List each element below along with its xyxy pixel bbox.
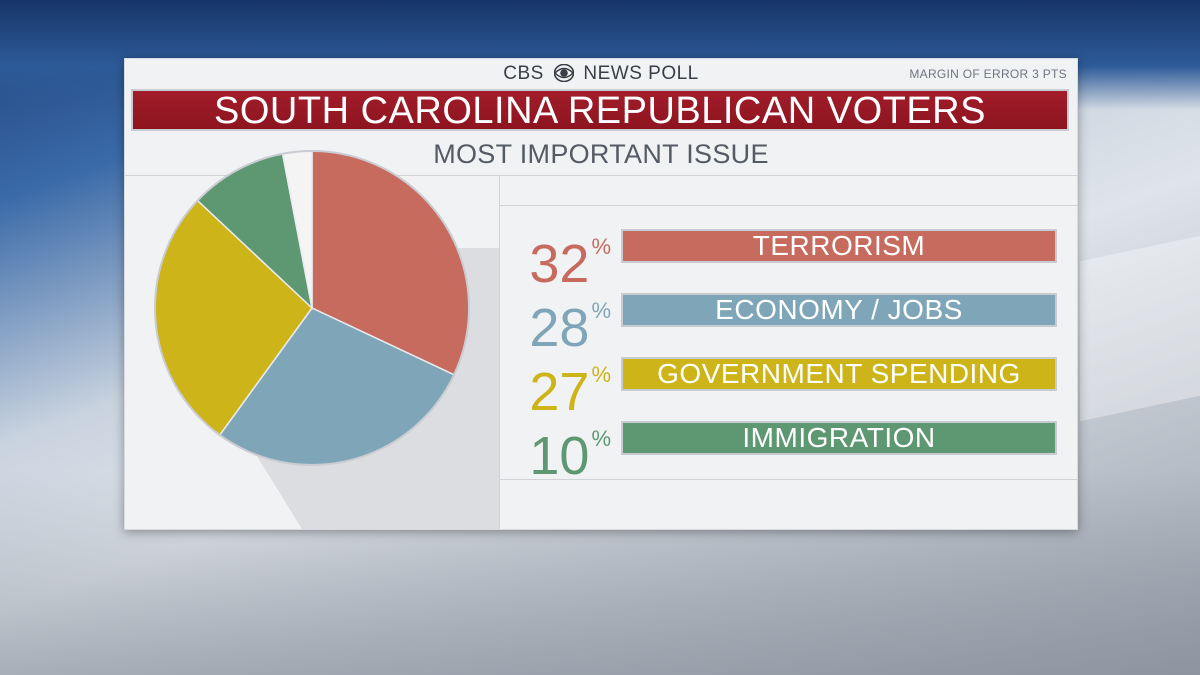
chart-subtitle: MOST IMPORTANT ISSUE (433, 139, 769, 169)
divider-line (499, 479, 1077, 480)
background-accent (1080, 218, 1200, 422)
pct-value: 28 (529, 298, 590, 358)
pct-label: 27% (511, 347, 611, 420)
pct-value: 10 (529, 426, 590, 486)
divider-line (125, 175, 1077, 176)
chart-title: SOUTH CAROLINA REPUBLICAN VOTERS (131, 89, 1069, 131)
bar-label: IMMIGRATION (621, 421, 1057, 455)
poll-panel: CBS NEWS POLL MARGIN OF ERROR 3 PTS SOUT… (124, 58, 1078, 530)
divider-line (499, 205, 1077, 206)
divider-line (499, 175, 500, 529)
pct-unit: % (591, 426, 611, 451)
brand-cbs: CBS (503, 63, 544, 84)
bar-label: GOVERNMENT SPENDING (621, 357, 1057, 391)
pct-unit: % (591, 362, 611, 387)
cbs-eye-icon (553, 64, 574, 82)
pct-value: 27 (529, 362, 590, 422)
margin-of-error: MARGIN OF ERROR 3 PTS (909, 67, 1067, 81)
pct-value: 32 (529, 234, 590, 294)
pct-label: 10% (511, 411, 611, 484)
pct-label: 28% (511, 283, 611, 356)
pct-label: 32% (511, 219, 611, 292)
pie-outline (154, 150, 470, 466)
brand-header: CBS NEWS POLL (125, 63, 1077, 85)
pie-chart (154, 150, 499, 529)
pct-unit: % (591, 234, 611, 259)
bar-label: TERRORISM (621, 229, 1057, 263)
pct-unit: % (591, 298, 611, 323)
brand-news-poll: NEWS POLL (583, 63, 699, 84)
bar-label: ECONOMY / JOBS (621, 293, 1057, 327)
